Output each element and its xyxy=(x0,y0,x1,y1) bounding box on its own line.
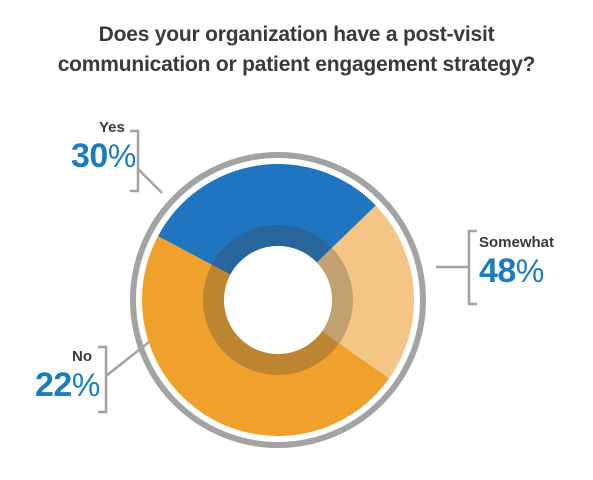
label-no-unit: % xyxy=(71,367,100,403)
chart-title: Does your organization have a post-visit… xyxy=(0,20,593,80)
label-somewhat-percent: 48% xyxy=(479,252,544,291)
label-yes-value: 30 xyxy=(71,137,108,175)
label-yes-percent: 30% xyxy=(71,137,136,176)
no-label-bracket xyxy=(98,341,150,414)
slice-yes xyxy=(157,164,376,275)
label-somewhat-name: Somewhat xyxy=(479,234,555,251)
label-no-value: 22 xyxy=(35,366,72,404)
outer-ring xyxy=(130,152,426,448)
chart-title-line-1: Does your organization have a post-visit xyxy=(98,23,495,46)
label-somewhat-unit: % xyxy=(515,253,544,289)
inner-shadow-ring xyxy=(203,225,353,375)
donut-hole xyxy=(224,246,332,354)
label-yes-name: Yes xyxy=(99,119,125,136)
label-somewhat-value: 48 xyxy=(479,252,516,290)
chart-title-line-2: communication or patient engagement stra… xyxy=(57,53,536,76)
somewhat-label-bracket xyxy=(436,229,477,306)
slice-no xyxy=(316,205,414,379)
slice-somewhat xyxy=(141,236,390,437)
label-no-percent: 22% xyxy=(35,366,100,405)
label-no-name: No xyxy=(72,348,92,365)
yes-label-bracket xyxy=(130,129,163,194)
label-yes-unit: % xyxy=(107,138,136,174)
